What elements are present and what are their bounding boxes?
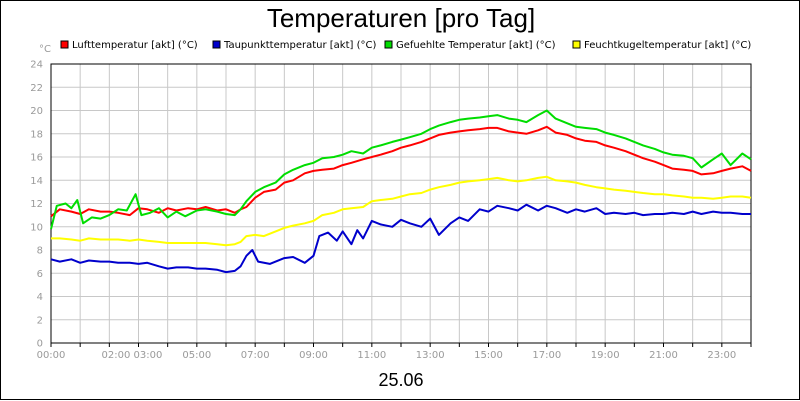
y-tick-label: 4 bbox=[37, 292, 43, 303]
legend: Lufttemperatur [akt] (°C) Taupunkttempera… bbox=[60, 40, 751, 51]
legend-label-1: Taupunkttemperatur [akt] (°C) bbox=[223, 40, 376, 51]
y-tick-label: 6 bbox=[37, 269, 43, 280]
legend-swatch-0 bbox=[60, 40, 69, 49]
x-tick-label: 13:00 bbox=[416, 350, 445, 361]
x-tick-label: 09:00 bbox=[299, 350, 328, 361]
y-tick-label: 14 bbox=[30, 176, 43, 187]
legend-label-3: Feuchtkugeltemperatur [akt] (°C) bbox=[584, 40, 751, 51]
grid bbox=[51, 64, 751, 343]
y-tick-label: 16 bbox=[30, 153, 43, 164]
y-tick-label: 2 bbox=[37, 315, 43, 326]
y-tick-label: 10 bbox=[30, 222, 43, 233]
series-lines bbox=[50, 109, 752, 274]
x-tick-label: 15:00 bbox=[474, 350, 503, 361]
x-tick-label: 03:00 bbox=[134, 350, 163, 361]
y-tick-label: 12 bbox=[30, 199, 43, 210]
y-tick-label: 24 bbox=[30, 60, 43, 71]
series-line-2 bbox=[50, 109, 752, 230]
x-tick-label: 17:00 bbox=[532, 350, 561, 361]
x-tick-label: 21:00 bbox=[649, 350, 678, 361]
y-tick-label: 20 bbox=[30, 106, 43, 117]
x-tick-label: 11:00 bbox=[357, 350, 386, 361]
y-tick-label: 18 bbox=[30, 129, 43, 140]
y-tick-label: 22 bbox=[30, 83, 43, 94]
legend-label-2: Gefuehlte Temperatur [akt] (°C) bbox=[396, 40, 556, 51]
x-tick-label: 02:00 bbox=[102, 350, 131, 361]
x-tick-label: 00:00 bbox=[37, 350, 66, 361]
legend-label-0: Lufttemperatur [akt] (°C) bbox=[72, 40, 198, 51]
x-axis: 00:00 02:00 03:00 05:00 07:00 09:00 11:00 13:00… bbox=[37, 343, 752, 361]
legend-swatch-1 bbox=[212, 40, 221, 49]
series-line-3 bbox=[51, 175, 752, 247]
y-axis-unit: °C bbox=[39, 44, 51, 55]
x-tick-label: 19:00 bbox=[591, 350, 620, 361]
chart-title: Temperaturen [pro Tag] bbox=[267, 3, 535, 33]
y-tick-label: 0 bbox=[37, 339, 43, 350]
x-tick-label: 23:00 bbox=[707, 350, 736, 361]
chart-date: 25.06 bbox=[378, 370, 423, 390]
y-tick-label: 8 bbox=[37, 246, 43, 257]
legend-swatch-3 bbox=[572, 40, 581, 49]
legend-swatch-2 bbox=[384, 40, 393, 49]
series-line-1 bbox=[50, 203, 751, 274]
x-tick-label: 05:00 bbox=[182, 350, 211, 361]
x-tick-label: 07:00 bbox=[241, 350, 270, 361]
series-line-0 bbox=[50, 125, 752, 218]
